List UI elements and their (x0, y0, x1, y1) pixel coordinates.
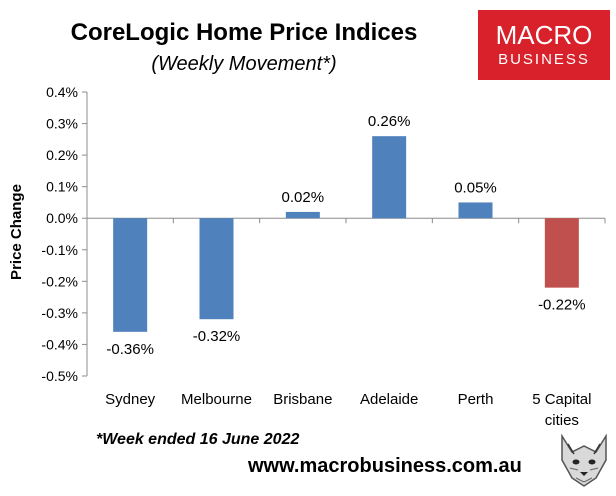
logo-line1: MACRO (496, 20, 593, 50)
x-category-label: 5 Capital (532, 391, 591, 408)
data-labels: -0.36% -0.32% 0.02% 0.26% 0.05% -0.22% (106, 113, 585, 358)
y-tick-label: -0.4% (41, 336, 78, 352)
bar-series (113, 136, 579, 332)
bar (372, 136, 407, 219)
bar (544, 218, 579, 288)
y-tick-label: 0.2% (46, 147, 78, 163)
x-category-label: Adelaide (360, 391, 418, 408)
x-category-label: Melbourne (181, 391, 252, 408)
data-label: 0.02% (282, 189, 325, 206)
y-axis: 0.4% 0.3% 0.2% 0.1% 0.0% -0.1% -0.2% -0.3% -0.4%… (41, 84, 606, 384)
y-tick-label: 0.1% (46, 179, 78, 195)
y-tick-label: -0.1% (41, 242, 78, 258)
macrobusiness-logo: MACRO BUSINESS (478, 10, 610, 80)
footnote: *Week ended 16 June 2022 (96, 431, 299, 448)
wolf-head-icon (556, 430, 612, 490)
y-tick-label: 0.3% (46, 116, 78, 132)
data-label: -0.22% (538, 297, 586, 314)
x-category-label: cities (545, 412, 579, 429)
y-tick-label: -0.3% (41, 305, 78, 321)
data-label: -0.32% (193, 328, 241, 345)
y-axis-label: Price Change (8, 184, 25, 280)
website-url: www.macrobusiness.com.au (247, 455, 522, 477)
bar (458, 202, 493, 219)
bar (199, 218, 234, 320)
chart-title: CoreLogic Home Price Indices (71, 19, 418, 46)
x-category-label: Perth (458, 391, 494, 408)
logo-background (478, 10, 610, 80)
x-category-label: Brisbane (273, 391, 332, 408)
bar (113, 218, 148, 332)
y-tick-label: 0.0% (46, 210, 78, 226)
x-axis-categories: Sydney Melbourne Brisbane Adelaide Perth 5 Ca… (105, 391, 591, 429)
logo-line2: BUSINESS (498, 51, 590, 68)
y-tick-label: -0.5% (41, 368, 78, 384)
y-tick-label: 0.4% (46, 84, 78, 100)
data-label: -0.36% (106, 341, 154, 358)
y-tick-label: -0.2% (41, 273, 78, 289)
bar (285, 211, 320, 219)
chart-subtitle: (Weekly Movement*) (151, 53, 336, 75)
data-label: 0.05% (454, 179, 497, 196)
x-category-label: Sydney (105, 391, 156, 408)
data-label: 0.26% (368, 113, 411, 130)
